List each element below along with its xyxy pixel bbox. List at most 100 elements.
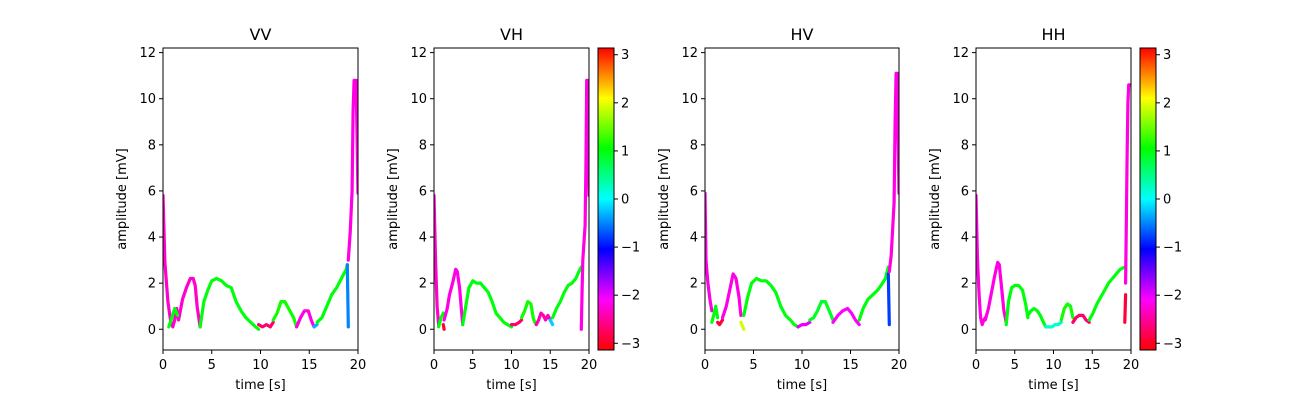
series-line-segment <box>345 263 350 329</box>
series-group <box>434 78 589 331</box>
x-tick-label: 0 <box>159 358 167 373</box>
plot-frame <box>975 47 1132 351</box>
chart-panel-3: 0 5 10 15 20 0 2 4 6 8 10 12 HV time [s] amplitude [mV… <box>657 25 907 393</box>
series-line-segment <box>163 193 202 329</box>
y-tick-label: 0 <box>148 323 156 338</box>
x-tick-label: 10 <box>794 358 811 373</box>
y-tick-label: 0 <box>419 323 427 338</box>
plot-frame <box>704 47 900 351</box>
y-tick-label: 10 <box>681 92 698 107</box>
y-axis-label: amplitude [mV] <box>386 148 401 250</box>
colorbar-tick-label: 3 <box>1163 48 1171 63</box>
y-tick-label: 0 <box>690 323 698 338</box>
series-line-segment <box>705 191 714 313</box>
series-line-segment <box>720 272 743 320</box>
colorbar-tick-label: 0 <box>621 193 629 208</box>
y-tick-label: 2 <box>690 277 698 292</box>
y-tick-label: 8 <box>148 138 156 153</box>
series-line-segment <box>437 311 445 329</box>
series-line-segment <box>509 318 524 327</box>
series-line-segment <box>548 318 555 327</box>
series-line-segment <box>271 300 299 329</box>
y-tick-label: 12 <box>681 46 698 61</box>
x-tick-label: 20 <box>1123 358 1140 373</box>
x-tick-label: 10 <box>1045 358 1062 373</box>
plot-frame <box>433 47 590 351</box>
series-line-segment <box>519 300 538 327</box>
colorbar-strip <box>1139 47 1157 351</box>
colorbar-tick-label: 2 <box>1163 96 1171 111</box>
x-tick-label: 15 <box>842 358 859 373</box>
y-tick-label: 8 <box>961 138 969 153</box>
series-line-segment <box>1059 302 1075 322</box>
series-line-segment <box>434 193 441 327</box>
y-tick-label: 4 <box>419 231 427 246</box>
colorbar-strip <box>597 47 615 351</box>
x-tick-label: 5 <box>208 358 216 373</box>
chart-title: HV <box>791 25 814 44</box>
colorbar: 3 2 1 0 −1 −2 −3 <box>597 47 640 352</box>
series-line-segment <box>739 320 746 331</box>
x-tick-label: 20 <box>581 358 598 373</box>
series-line-segment <box>976 193 987 327</box>
series-line-segment <box>315 263 349 324</box>
y-tick-label: 6 <box>419 184 427 199</box>
series-line-segment <box>796 320 812 329</box>
chart-title: VH <box>500 25 523 44</box>
x-axis-label: time [s] <box>777 378 827 393</box>
y-tick-label: 8 <box>690 138 698 153</box>
y-tick-label: 0 <box>961 323 969 338</box>
colorbar: 3 2 1 0 −1 −2 −3 <box>1139 47 1182 352</box>
x-tick-label: 20 <box>350 358 367 373</box>
y-axis-label: amplitude [mV] <box>928 148 943 250</box>
series-line-segment <box>983 260 1008 324</box>
x-tick-label: 10 <box>503 358 520 373</box>
series-line-segment <box>886 272 891 327</box>
series-line-segment <box>887 71 899 274</box>
x-tick-label: 20 <box>891 358 908 373</box>
x-tick-label: 5 <box>749 358 757 373</box>
x-tick-label: 15 <box>301 358 318 373</box>
series-line-segment <box>1026 306 1048 329</box>
chart-title: HH <box>1041 25 1065 44</box>
y-tick-label: 6 <box>961 184 969 199</box>
y-tick-label: 2 <box>148 277 156 292</box>
series-line-segment <box>715 318 725 327</box>
series-line-segment <box>167 306 180 329</box>
x-tick-label: 0 <box>701 358 709 373</box>
x-axis-label: time [s] <box>235 378 285 393</box>
series-line-segment <box>312 323 319 329</box>
y-tick-label: 12 <box>410 46 427 61</box>
series-line-segment <box>1004 283 1030 327</box>
series-group <box>163 78 358 331</box>
colorbar-tick-label: −1 <box>621 241 640 256</box>
y-tick-label: 4 <box>690 231 698 246</box>
colorbar-tick-label: 1 <box>1163 144 1171 159</box>
series-line-segment <box>1087 265 1127 322</box>
colorbar-tick-label: 0 <box>1163 193 1171 208</box>
colorbar-tick-label: −3 <box>621 337 640 352</box>
colorbar-tick-label: −2 <box>621 289 640 304</box>
x-tick-label: 0 <box>430 358 438 373</box>
series-line-segment <box>295 309 316 329</box>
x-axis-label: time [s] <box>486 378 536 393</box>
series-line-segment <box>346 78 358 262</box>
series-line-segment <box>441 323 446 331</box>
y-tick-label: 2 <box>961 277 969 292</box>
chart-panel-1: 0 5 10 15 20 0 2 4 6 8 10 12 VV time [s] amplitude [mV… <box>115 25 366 393</box>
x-tick-label: 15 <box>1084 358 1101 373</box>
series-line-segment <box>442 267 465 327</box>
series-line-segment <box>831 306 861 327</box>
series-line-segment <box>742 276 800 329</box>
colorbar-tick-label: 3 <box>621 48 629 63</box>
series-line-segment <box>1123 83 1131 285</box>
y-tick-label: 10 <box>139 92 156 107</box>
y-axis-label: amplitude [mV] <box>657 148 672 250</box>
colorbar-tick-label: −2 <box>1163 289 1182 304</box>
y-tick-label: 6 <box>148 184 156 199</box>
series-line-segment <box>461 279 514 329</box>
colorbar-tick-label: −3 <box>1163 337 1182 352</box>
series-line-segment <box>550 265 583 320</box>
